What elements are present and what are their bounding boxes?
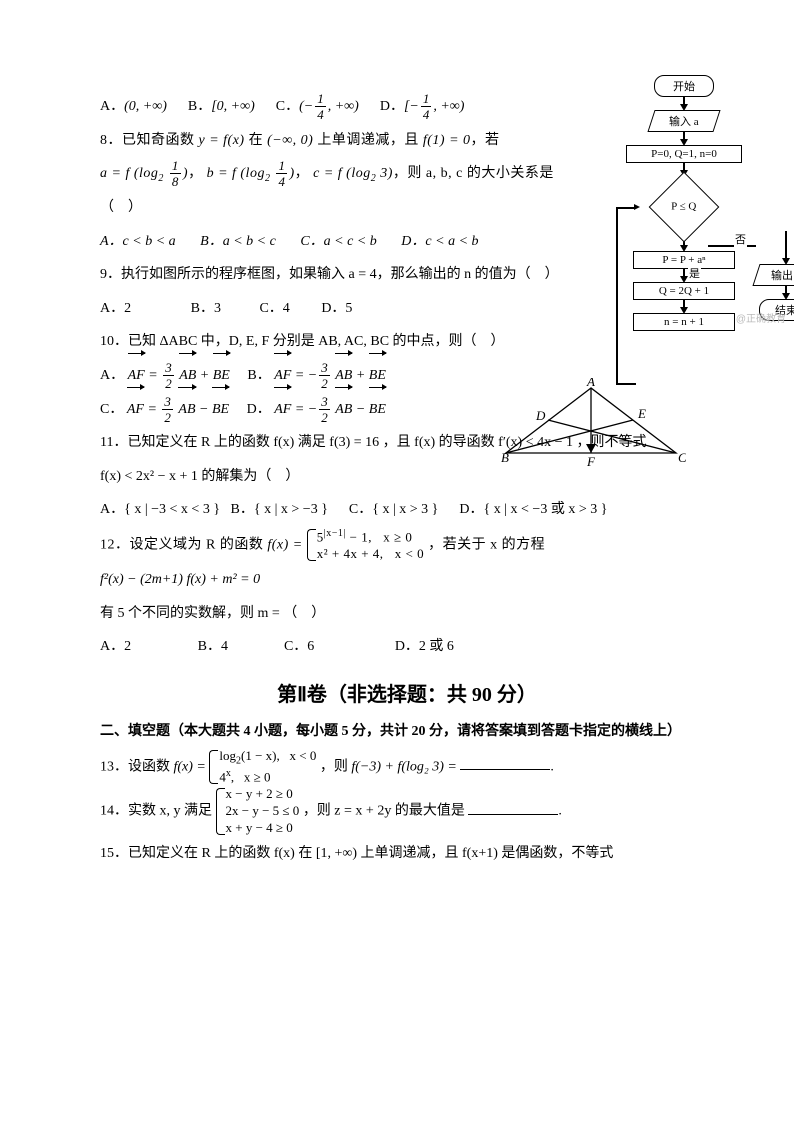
svg-text:D: D <box>535 408 546 423</box>
fc-init: P=0, Q=1, n=0 <box>626 145 742 163</box>
q8-line1: 8．已知奇函数 y = f(x) 在 (−∞, 0) 上单调递减，且 f(1) … <box>100 124 600 158</box>
fc-s2: Q = 2Q + 1 <box>633 282 735 300</box>
flowchart: 开始 输入 a P=0, Q=1, n=0 P ≤ Q 是 P = P + aⁿ… <box>604 75 764 331</box>
fc-output: 输出 n <box>752 264 794 286</box>
q8-line2: a = f (log2 18)， b = f (log2 14)， c = f … <box>100 157 600 191</box>
triangle-diagram: A B C D E F <box>496 378 686 468</box>
fc-cond: P ≤ Q <box>649 172 720 243</box>
q14-blank[interactable] <box>468 800 558 815</box>
watermark: @正确教育 <box>736 310 786 325</box>
q13: 13．设函数 f(x) = log2(1 − x), x < 0 4x, x ≥… <box>100 748 714 787</box>
page: 开始 输入 a P=0, Q=1, n=0 P ≤ Q 是 P = P + aⁿ… <box>0 0 794 1123</box>
svg-text:C: C <box>678 450 686 465</box>
fc-s3: n = n + 1 <box>633 313 735 331</box>
section2-title: 第Ⅱ卷（非选择题：共 90 分） <box>100 678 714 707</box>
fc-input: 输入 a <box>647 110 720 132</box>
q12-eq: f²(x) − (2m+1) f(x) + m² = 0 <box>100 563 714 597</box>
fc-yes-label: 是 <box>688 265 701 281</box>
q9-text: 9．执行如图所示的程序框图，如果输入 a = 4，那么输出的 n 的值为（ ） <box>100 258 610 292</box>
q15: 15．已知定义在 R 上的函数 f(x) 在 [1, +∞) 上单调递减，且 f… <box>100 837 714 871</box>
section2-sub: 二、填空题（本大题共 4 小题，每小题 5 分，共计 20 分，请将答案填到答题… <box>100 717 714 748</box>
fc-no-label: 否 <box>734 231 747 247</box>
fc-s1: P = P + aⁿ <box>633 251 735 269</box>
fc-start: 开始 <box>654 75 714 97</box>
q11-options: A．{ x | −3 < x < 3 } B．{ x | x > −3 } C．… <box>100 493 714 527</box>
q12-options: A．2 B．4 C．6 D．2 或 6 <box>100 630 714 664</box>
svg-text:B: B <box>501 450 509 465</box>
q13-blank[interactable] <box>460 755 550 770</box>
svg-text:E: E <box>637 406 646 421</box>
svg-text:F: F <box>586 454 596 468</box>
svg-text:A: A <box>586 378 595 389</box>
q14: 14．实数 x, y 满足 x − y + 2 ≥ 0 2x − y − 5 ≤… <box>100 786 714 837</box>
q12-l1: 12．设定义域为 R 的函数 f(x) = 5|x−1| − 1, x ≥ 0 … <box>100 527 714 563</box>
q12-l3: 有 5 个不同的实数解，则 m = （ ） <box>100 597 714 631</box>
